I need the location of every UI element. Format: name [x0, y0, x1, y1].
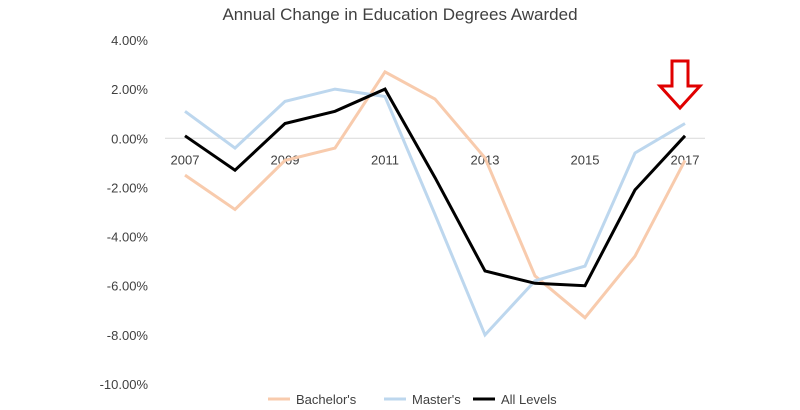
chart-title: Annual Change in Education Degrees Award…	[222, 5, 577, 24]
y-axis-ticks: 4.00% 2.00% 0.00% -2.00% -4.00% -6.00% -8.00% -…	[100, 33, 149, 392]
legend-label: Bachelor's	[296, 392, 357, 407]
x-tick-label: 2017	[671, 152, 700, 167]
series-line-master-s	[184, 87, 686, 338]
x-tick-label: 2011	[371, 152, 399, 167]
series-line-bachelor-s	[184, 69, 687, 320]
legend: Bachelor's Master's All Levels	[268, 392, 557, 407]
x-tick-label: 2015	[571, 152, 600, 167]
y-tick-label: 4.00%	[111, 33, 148, 48]
x-tick-label: 2007	[171, 152, 200, 167]
y-tick-label: -10.00%	[100, 377, 149, 392]
y-tick-label: 0.00%	[111, 131, 148, 146]
y-tick-label: -4.00%	[107, 230, 149, 245]
arrow-shape	[656, 59, 704, 111]
series-lines	[184, 69, 687, 338]
y-tick-label: -6.00%	[107, 279, 149, 294]
down-arrow-icon	[656, 59, 704, 111]
y-tick-label: -8.00%	[107, 328, 149, 343]
y-tick-label: -2.00%	[107, 180, 149, 195]
y-tick-label: 2.00%	[111, 82, 148, 97]
series-line-all-levels	[184, 87, 687, 288]
legend-label: Master's	[412, 392, 461, 407]
legend-label: All Levels	[501, 392, 557, 407]
